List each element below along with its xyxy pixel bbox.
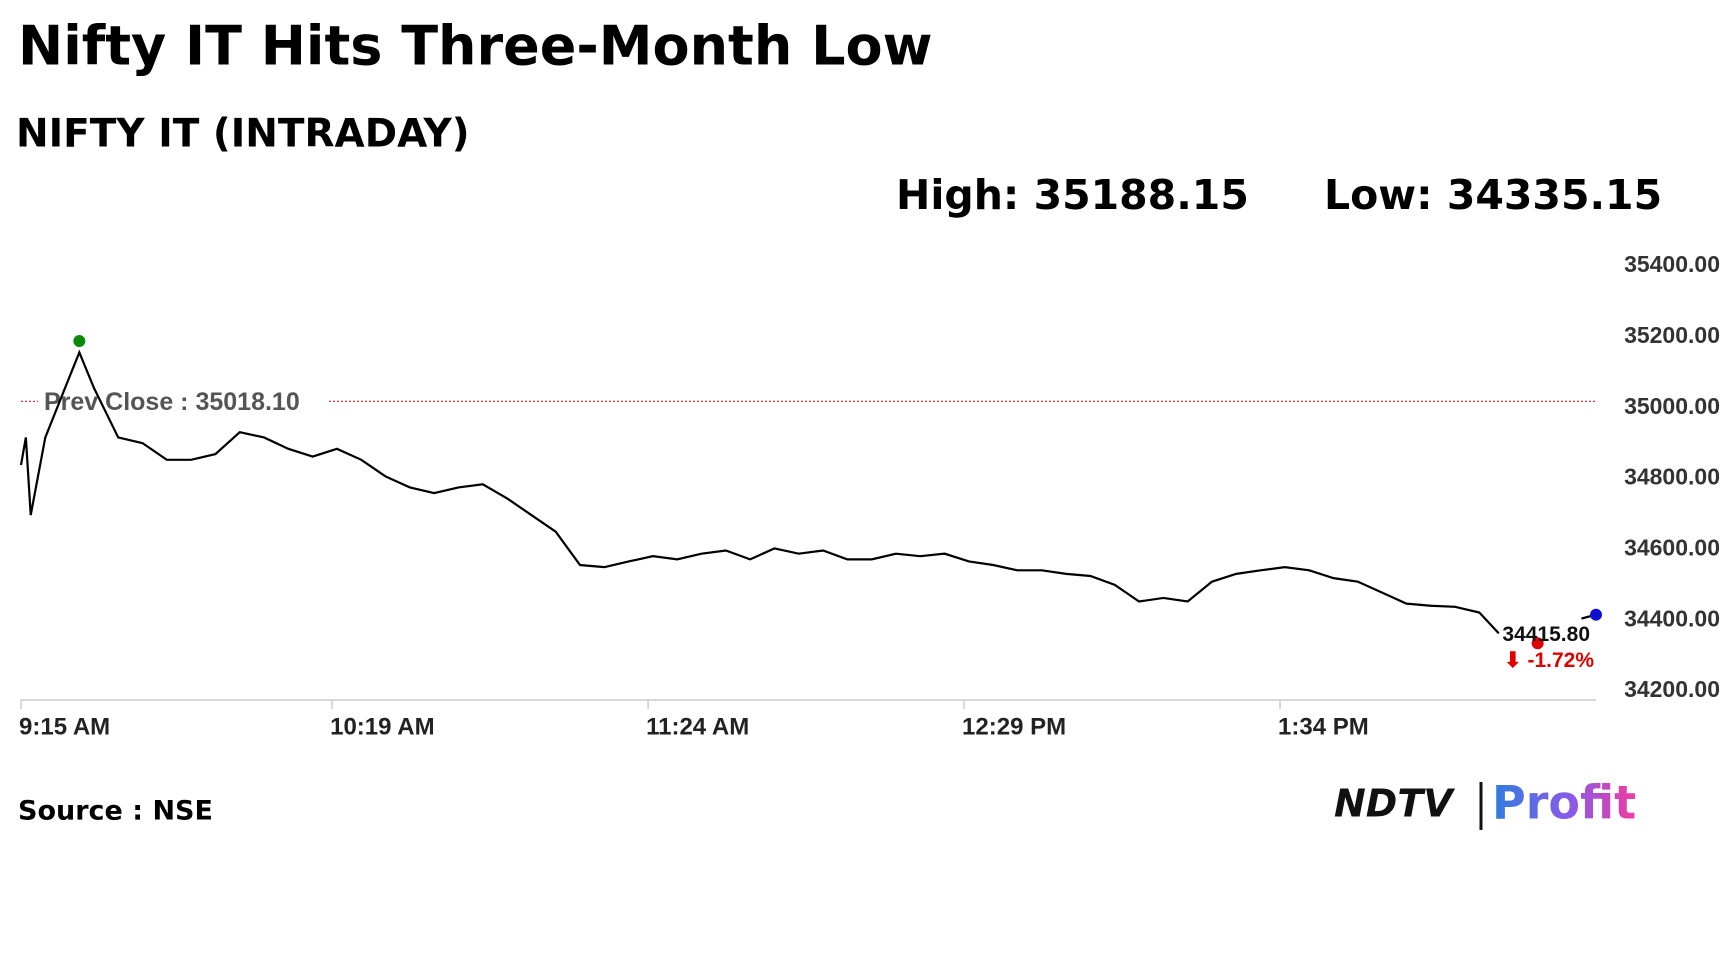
y-tick-label: 35200.00 <box>1624 322 1720 348</box>
chart-title: NIFTY IT (INTRADAY) <box>16 112 470 157</box>
prev-close-bg <box>38 385 328 416</box>
x-tick-label: 1:34 PM <box>1278 713 1369 740</box>
y-tick-label: 35400.00 <box>1624 251 1720 277</box>
y-tick-label: 35000.00 <box>1624 393 1720 419</box>
prev-close-label: Prev Close : 35018.10 <box>44 388 300 416</box>
high-marker <box>73 335 86 348</box>
x-tick-label: 12:29 PM <box>962 713 1066 740</box>
y-tick-label: 34400.00 <box>1624 605 1720 631</box>
y-tick-label: 34200.00 <box>1624 676 1720 702</box>
y-tick-label: 34800.00 <box>1624 464 1720 490</box>
last-value: 34415.80 <box>1502 623 1590 646</box>
x-tick-label: 10:19 AM <box>330 713 434 740</box>
x-tick-label: 11:24 AM <box>646 713 749 740</box>
source: Source : NSE <box>18 796 213 827</box>
low-marker <box>1531 637 1544 650</box>
change-label: ⬇ -1.72% <box>1504 649 1594 672</box>
logo-brand: NDTV <box>1334 782 1455 826</box>
x-tick-label: 9:15 AM <box>19 713 110 740</box>
page-title: Nifty IT Hits Three-Month Low <box>18 15 933 78</box>
logo-product: Profit <box>1492 776 1636 830</box>
low-stat: Low: 34335.15 <box>1324 171 1662 219</box>
last-marker <box>1590 608 1602 621</box>
high-stat: High: 35188.15 <box>896 171 1249 219</box>
y-tick-label: 34600.00 <box>1624 535 1720 561</box>
